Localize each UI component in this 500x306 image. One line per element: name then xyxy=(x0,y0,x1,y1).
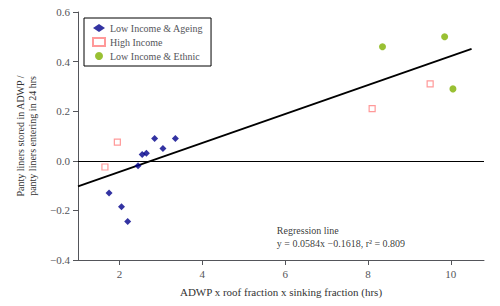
svg-text:0.2: 0.2 xyxy=(56,105,70,117)
svg-text:y = 0.0584x −0.1618, r² = 0.80: y = 0.0584x −0.1618, r² = 0.809 xyxy=(277,238,405,249)
svg-text:10: 10 xyxy=(445,268,457,280)
svg-text:4: 4 xyxy=(200,268,206,280)
svg-text:Low Income & Ethnic: Low Income & Ethnic xyxy=(110,51,200,62)
svg-text:6: 6 xyxy=(282,268,288,280)
svg-text:0.4: 0.4 xyxy=(56,56,70,68)
svg-text:High Income: High Income xyxy=(110,37,163,48)
svg-text:8: 8 xyxy=(365,268,371,280)
svg-text:2: 2 xyxy=(117,268,123,280)
svg-text:Panty liners stored in ADWP /: Panty liners stored in ADWP / xyxy=(15,75,26,196)
svg-text:Low Income & Ageing: Low Income & Ageing xyxy=(110,23,202,34)
svg-text:Regression line: Regression line xyxy=(277,225,339,236)
svg-text:ADWP x roof fraction x sinking: ADWP x roof fraction x sinking fraction … xyxy=(180,286,382,299)
svg-text:0.6: 0.6 xyxy=(56,6,70,18)
svg-text:panty liners entering in 24 hr: panty liners entering in 24 hrs xyxy=(27,76,38,196)
svg-text:−0.4: −0.4 xyxy=(50,254,70,266)
svg-text:0.0: 0.0 xyxy=(56,155,70,167)
svg-text:−0.2: −0.2 xyxy=(50,204,70,216)
